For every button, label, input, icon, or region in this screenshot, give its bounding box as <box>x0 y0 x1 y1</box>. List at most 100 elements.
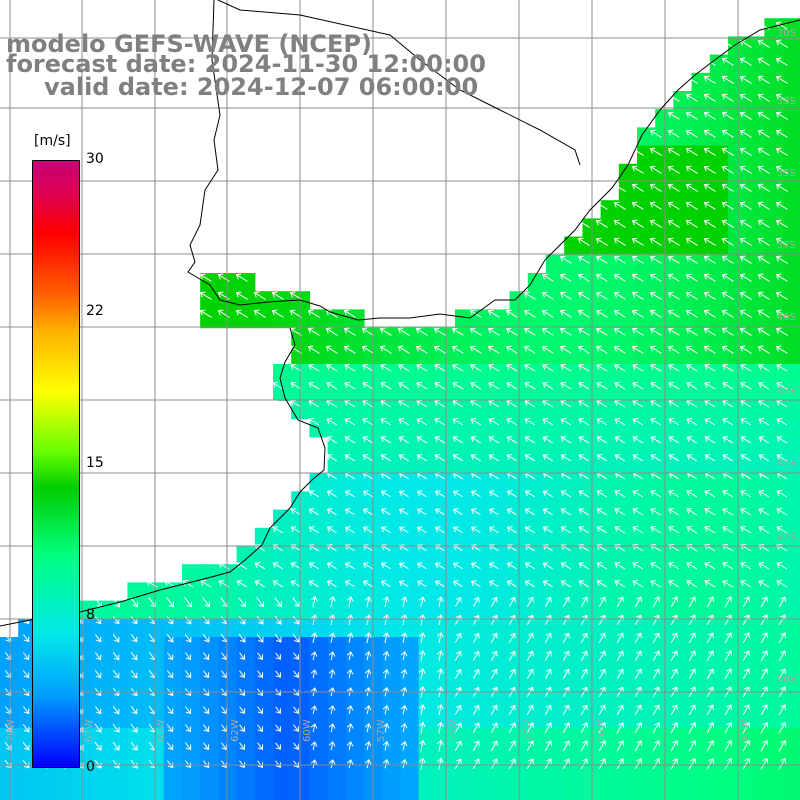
wind-arrow <box>380 454 392 462</box>
wind-arrow <box>290 508 301 516</box>
wind-arrow <box>740 382 752 390</box>
wind-arrow <box>742 650 750 662</box>
wind-arrow <box>721 219 734 228</box>
wind-arrow <box>650 454 662 462</box>
wind-cell <box>327 637 347 656</box>
wind-cell <box>327 527 347 547</box>
wind-arrow <box>523 309 536 318</box>
wind-arrow <box>614 526 626 534</box>
wind-arrow <box>542 526 553 534</box>
wind-cell <box>91 618 110 638</box>
wind-cell <box>673 709 693 729</box>
wind-arrow <box>652 632 660 644</box>
wind-arrow <box>650 382 662 390</box>
colorbar-tick-8: 8 <box>86 607 95 623</box>
wind-arrow <box>559 309 572 318</box>
wind-arrow <box>344 562 355 570</box>
wind-cell <box>327 618 347 638</box>
wind-arrow <box>380 562 391 570</box>
wind-cell <box>309 418 329 438</box>
wind-arrow <box>776 363 788 372</box>
wind-cell <box>564 236 583 256</box>
wind-cell <box>236 746 256 765</box>
wind-arrow <box>776 526 788 534</box>
wind-cell <box>728 182 747 201</box>
wind-arrow <box>308 363 320 372</box>
wind-arrow <box>292 597 300 608</box>
wind-cell <box>709 673 729 693</box>
wind-arrow <box>685 129 698 138</box>
wind-arrow <box>542 418 554 426</box>
wind-cell <box>564 291 583 310</box>
wind-cell <box>709 637 729 656</box>
wind-cell <box>418 327 438 347</box>
wind-arrow <box>596 508 608 516</box>
wind-arrow <box>433 327 446 336</box>
wind-cell <box>236 582 256 602</box>
wind-cell <box>637 364 656 383</box>
wind-arrow <box>577 273 590 282</box>
wind-arrow <box>757 165 770 174</box>
wind-cell <box>527 600 547 620</box>
wind-cell <box>200 637 219 656</box>
wind-arrow <box>685 93 698 102</box>
wind-cell <box>200 564 219 583</box>
wind-arrow <box>398 508 409 516</box>
wind-arrow <box>739 291 752 300</box>
wind-arrow <box>344 400 356 408</box>
wind-arrow <box>685 327 698 336</box>
wind-cell <box>728 637 747 656</box>
wind-cell <box>400 455 420 474</box>
wind-cell <box>691 728 711 747</box>
wind-arrow <box>634 740 643 752</box>
wind-arrow <box>595 219 608 228</box>
wind-arrow <box>541 345 554 354</box>
wind-arrow <box>598 740 606 752</box>
wind-cell <box>309 600 329 620</box>
wind-cell <box>764 218 784 238</box>
colorbar-tick-15: 15 <box>86 455 104 471</box>
wind-arrow <box>380 382 392 390</box>
wind-arrow <box>505 309 518 318</box>
wind-cell <box>728 509 747 529</box>
title-model: modelo GEFS-WAVE (NCEP) <box>6 30 372 58</box>
wind-arrow <box>310 595 318 608</box>
wind-cell <box>782 345 800 365</box>
wind-cell <box>637 746 656 765</box>
wind-cell <box>163 600 183 620</box>
wind-arrow <box>596 400 608 408</box>
wind-cell <box>455 600 474 620</box>
wind-cell <box>600 582 620 602</box>
wind-arrow <box>652 614 660 626</box>
wind-cell <box>273 564 292 583</box>
wind-cell <box>728 527 747 547</box>
wind-arrow <box>344 580 355 588</box>
wind-cell <box>127 728 147 747</box>
wind-cell <box>400 436 420 456</box>
colorbar <box>32 160 80 768</box>
wind-arrow <box>416 400 428 408</box>
wind-arrow <box>130 741 138 751</box>
wind-arrow <box>613 219 626 228</box>
wind-cell <box>455 309 474 329</box>
wind-arrow <box>560 490 571 498</box>
wind-arrow <box>416 382 428 390</box>
wind-cell <box>782 691 800 711</box>
wind-arrow <box>434 363 446 372</box>
wind-cell <box>327 782 347 800</box>
wind-cell <box>527 327 547 347</box>
wind-arrow <box>451 327 464 336</box>
wind-arrow <box>778 596 786 608</box>
wind-arrow <box>775 147 788 156</box>
wind-arrow <box>740 562 752 570</box>
wind-cell <box>418 364 438 383</box>
wind-cell <box>491 327 511 347</box>
wind-cell <box>163 746 183 765</box>
wind-arrow <box>506 363 518 372</box>
wind-cell <box>709 254 729 274</box>
wind-arrow <box>308 580 319 588</box>
wind-arrow <box>613 273 626 282</box>
wind-arrow <box>650 580 662 588</box>
wind-cell <box>600 218 620 238</box>
wind-arrow <box>257 724 263 732</box>
